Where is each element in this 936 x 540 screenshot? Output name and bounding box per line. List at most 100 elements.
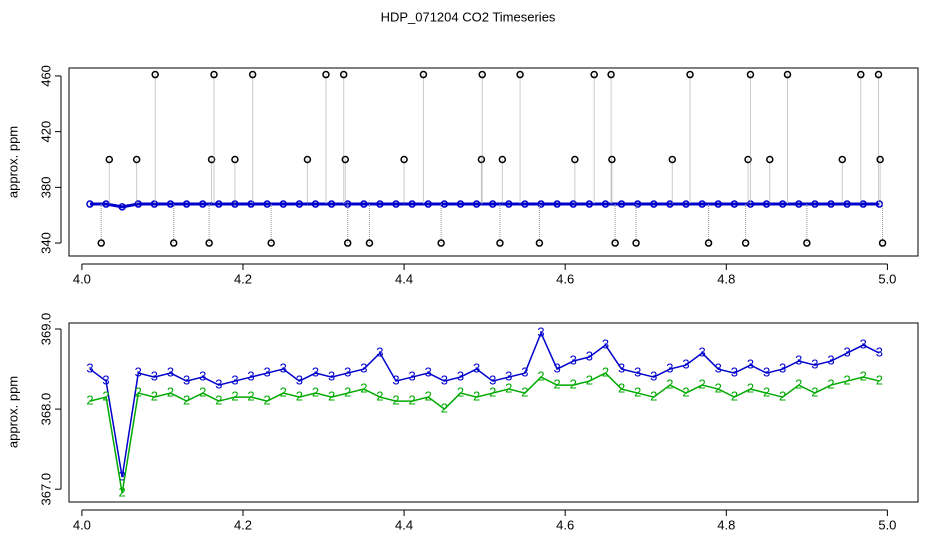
point-marker: 2 [586,373,593,388]
x-tick-label: 4.2 [234,271,252,286]
point-marker: 3 [602,336,609,351]
point-marker: 3 [634,364,641,379]
point-marker: 3 [795,352,802,367]
point-marker: 3 [102,373,109,388]
point-marker: 3 [280,360,287,375]
point-marker: 2 [537,368,544,383]
point-marker: 3 [199,368,206,383]
point-marker: 3 [521,364,528,379]
chart-title: HDP_071204 CO2 Timeseries [381,9,556,24]
x-tick-label: 4.4 [395,271,413,286]
point [778,200,787,208]
point [488,200,497,208]
point-marker: 2 [312,385,319,400]
point [704,239,713,247]
point [668,155,677,164]
point [210,70,218,79]
point-marker: 2 [795,377,802,392]
y-tick-label: 420 [38,121,53,143]
x-tick-label: 5.0 [878,517,896,532]
point [86,200,94,208]
point [746,70,755,79]
point [134,200,143,208]
point [182,200,191,208]
y-tick-label: 460 [38,65,53,87]
point [400,155,408,164]
point [267,239,275,247]
point-marker: 3 [682,356,689,371]
point [207,155,216,164]
point [505,200,513,208]
point [585,200,594,208]
point-marker: 3 [570,352,577,367]
plot-frame [68,322,919,503]
point [166,200,175,208]
point [215,200,223,208]
point [516,70,524,79]
point [150,200,159,208]
point-marker: 2 [86,393,93,408]
point [392,200,400,208]
point [279,200,288,208]
point [248,70,257,79]
point-marker: 3 [650,368,657,383]
point-marker: 2 [811,385,818,400]
point-marker: 2 [119,485,126,500]
y-axis-label: approx. ppm [5,376,20,448]
point [231,155,239,164]
point-marker: 3 [699,344,706,359]
point-marker: 3 [666,360,673,375]
point-marker: 3 [586,348,593,363]
point [607,70,615,79]
point [498,155,507,164]
point [478,70,486,79]
point-marker: 2 [135,385,142,400]
point-marker: 2 [731,389,738,404]
point-marker: 2 [473,389,480,404]
point [205,239,213,247]
point [169,239,178,247]
x-tick-label: 4.8 [717,517,735,532]
point [231,200,239,208]
point [376,200,384,208]
point [601,200,610,208]
y-tick-label: 367.0 [38,473,53,506]
point [303,155,312,164]
point-marker: 3 [360,360,367,375]
point-marker: 3 [827,352,834,367]
y-tick-label: 340 [38,232,53,254]
point-marker: 2 [843,373,850,388]
point [553,200,561,208]
plot-frame [68,67,919,257]
point [571,155,579,164]
point-marker: 2 [425,389,432,404]
point [535,239,544,247]
point-marker: 3 [457,368,464,383]
point [365,239,374,247]
point-marker: 3 [215,377,222,392]
point [730,200,739,208]
point-marker: 3 [505,368,512,383]
point [590,70,598,79]
point [874,70,883,79]
point [537,200,545,208]
point-marker: 2 [634,385,641,400]
point [838,155,847,164]
point-marker: 3 [392,373,399,388]
point-marker: 3 [763,364,770,379]
point [472,200,481,208]
point [424,200,433,208]
point [198,200,207,208]
point-marker: 3 [344,364,351,379]
point-marker: 2 [264,393,271,408]
x-tick-label: 4.6 [556,271,574,286]
point [105,155,114,164]
point [741,239,750,247]
x-tick-label: 4.8 [717,271,735,286]
point-marker: 3 [86,360,93,375]
point-marker: 3 [425,364,432,379]
point-marker: 2 [570,377,577,392]
point-marker: 3 [441,373,448,388]
series-line [89,331,880,478]
